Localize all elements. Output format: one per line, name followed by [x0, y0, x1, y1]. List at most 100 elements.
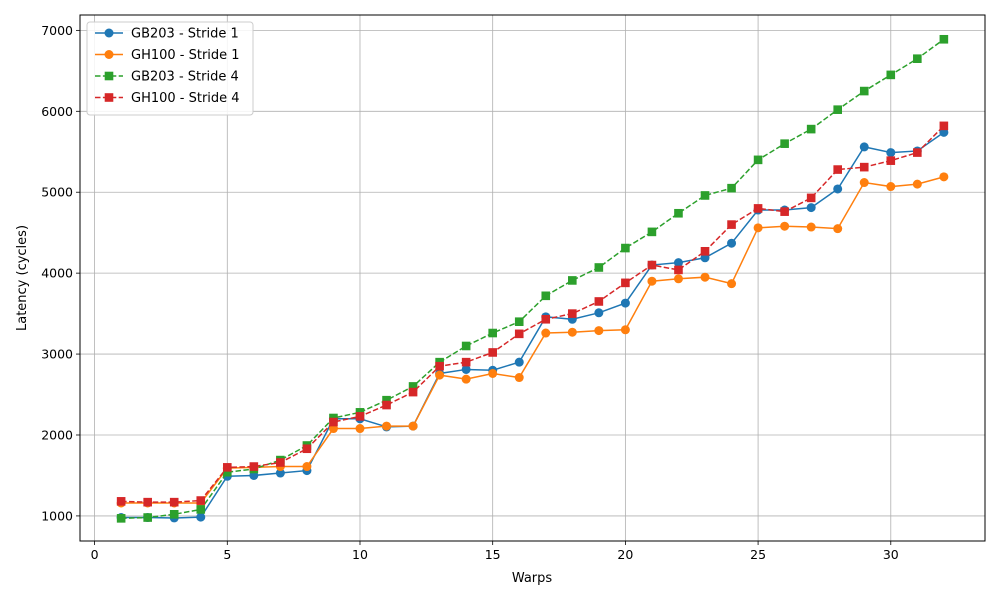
data-point [382, 395, 391, 405]
data-point [488, 328, 497, 338]
data-point [355, 424, 365, 434]
data-point [886, 156, 896, 165]
data-point [408, 421, 418, 431]
data-point [514, 357, 524, 367]
y-tick-label: 7000 [41, 23, 73, 38]
x-tick-label: 10 [352, 547, 368, 562]
series-line [121, 125, 945, 503]
data-point [833, 105, 843, 114]
y-tick-label: 4000 [41, 266, 73, 281]
data-point [329, 417, 338, 427]
legend-marker [104, 28, 114, 38]
data-point [541, 314, 551, 324]
legend-label: GH100 - Stride 1 [131, 48, 240, 63]
legend-label: GB203 - Stride 4 [131, 70, 239, 85]
series-4 [116, 121, 949, 507]
data-point [674, 265, 683, 275]
data-point [647, 227, 657, 237]
data-point [594, 308, 604, 318]
x-axis-title: Warps [512, 571, 553, 586]
legend-marker [104, 71, 114, 81]
data-point [939, 34, 949, 44]
data-point [169, 497, 179, 507]
data-point [568, 276, 577, 285]
x-tick-label: 30 [883, 547, 899, 562]
data-point [541, 291, 551, 301]
data-point [408, 382, 418, 391]
data-point [886, 148, 896, 158]
data-point [355, 412, 365, 421]
data-point [275, 468, 285, 478]
y-tick-label: 2000 [41, 427, 73, 442]
series-line [121, 38, 945, 520]
data-point [620, 298, 630, 308]
data-point [674, 208, 683, 218]
data-point [806, 222, 816, 232]
y-tick-label: 3000 [41, 347, 73, 362]
data-point [249, 462, 259, 471]
data-point [196, 496, 206, 505]
data-point [461, 374, 471, 384]
legend-marker [104, 93, 114, 102]
data-point [913, 148, 922, 157]
data-point [913, 54, 922, 63]
data-point [435, 370, 445, 380]
data-point [859, 178, 869, 188]
data-point [727, 220, 736, 229]
x-tick-label: 5 [223, 547, 231, 562]
series-3 [116, 34, 949, 523]
legend-label: GB203 - Stride 1 [131, 27, 239, 42]
data-point [567, 327, 577, 337]
series-layer [116, 34, 949, 523]
plot-frame [79, 14, 986, 542]
data-point [886, 70, 896, 80]
data-point [382, 400, 391, 410]
data-point [833, 165, 843, 174]
series-1 [116, 127, 949, 523]
x-tick-label: 20 [617, 547, 633, 562]
data-point [673, 274, 683, 284]
data-point [461, 357, 471, 367]
data-point [780, 221, 790, 231]
data-point [780, 207, 789, 216]
x-tick-label: 25 [750, 547, 766, 562]
data-point [461, 341, 471, 351]
data-point [302, 462, 312, 472]
data-point [806, 203, 816, 213]
data-point [727, 238, 737, 248]
data-point [408, 387, 418, 397]
data-point [912, 179, 922, 189]
data-point [673, 258, 683, 268]
y-tick-label: 6000 [41, 104, 73, 119]
data-point [753, 155, 763, 165]
data-point [594, 297, 604, 306]
data-point [621, 278, 630, 288]
data-point [886, 182, 896, 192]
data-point [222, 467, 232, 477]
data-point [302, 444, 312, 454]
data-point [276, 458, 285, 467]
series-line [121, 131, 945, 519]
data-point [939, 121, 949, 131]
data-point [541, 328, 551, 338]
data-point [196, 512, 206, 522]
legend-item: GH100 - Stride 1 [95, 48, 240, 63]
legend: GB203 - Stride 1 GH100 - Stride 1 GB203 - … [86, 21, 254, 116]
legend-item: GB203 - Stride 1 [95, 27, 239, 42]
data-point [488, 348, 497, 357]
data-point [727, 279, 737, 289]
data-point [461, 364, 471, 374]
y-axis-title: Latency (cycles) [15, 225, 30, 331]
x-tick-label: 0 [91, 547, 99, 562]
legend-item: GB203 - Stride 4 [95, 70, 239, 85]
data-point [169, 509, 179, 519]
data-point [143, 513, 152, 522]
data-point [806, 193, 816, 203]
data-point [594, 326, 604, 336]
data-point [806, 124, 816, 134]
legend-box [86, 21, 254, 116]
data-point [833, 184, 843, 194]
legend-marker [104, 50, 114, 59]
data-point [700, 246, 710, 256]
